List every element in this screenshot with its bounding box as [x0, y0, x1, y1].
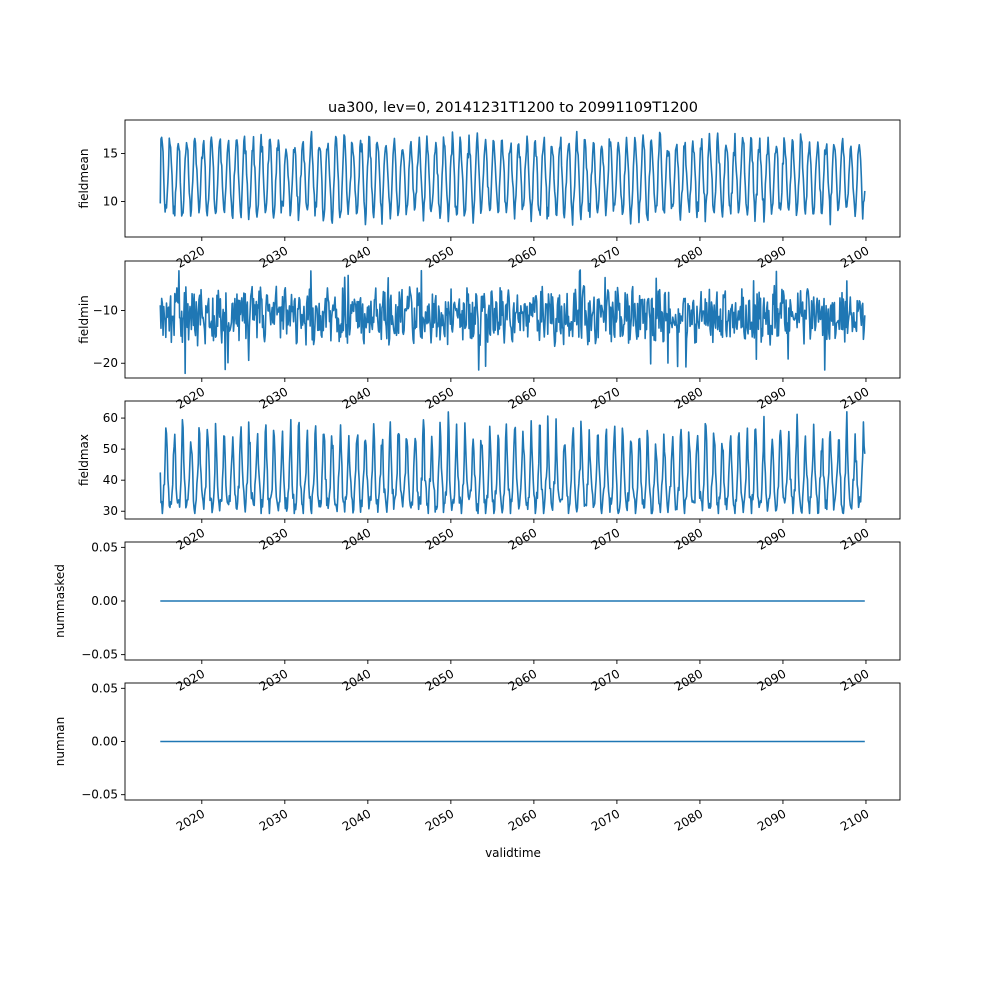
- series-line-fieldmean: [159, 130, 866, 226]
- y-tick-label: 0.00: [91, 594, 118, 608]
- y-tick-label: 0.05: [91, 540, 118, 554]
- y-tick-label: 50: [103, 442, 118, 456]
- y-tick-label: −0.05: [81, 788, 118, 802]
- x-axis-label: validtime: [485, 846, 541, 860]
- y-axis-label-fieldmean: fieldmean: [77, 149, 91, 209]
- figure-title: ua300, lev=0, 20141231T1200 to 20991109T…: [328, 100, 698, 116]
- series-line-fieldmin: [159, 269, 866, 375]
- axes-frame-fieldmax: [124, 400, 901, 520]
- y-tick-label: 30: [103, 504, 118, 518]
- y-tick-label: −10: [93, 304, 118, 318]
- y-tick-label: 0.05: [91, 681, 118, 695]
- y-tick-label: 10: [103, 195, 118, 209]
- y-axis-label-numnan: numnan: [53, 717, 67, 766]
- y-axis-label-nummasked: nummasked: [53, 564, 67, 638]
- y-axis-label-fieldmax: fieldmax: [77, 434, 91, 486]
- axes-frame-fieldmean: [124, 119, 901, 238]
- y-tick-label: −0.05: [81, 648, 118, 662]
- y-tick-label: 15: [103, 147, 118, 161]
- series-line-fieldmax: [159, 410, 866, 515]
- y-tick-label: 60: [103, 411, 118, 425]
- axes-frame-fieldmin: [124, 260, 901, 379]
- y-tick-label: 40: [103, 473, 118, 487]
- y-tick-label: −20: [93, 356, 118, 370]
- y-axis-label-fieldmin: fieldmin: [77, 295, 91, 344]
- y-tick-label: 0.00: [91, 735, 118, 749]
